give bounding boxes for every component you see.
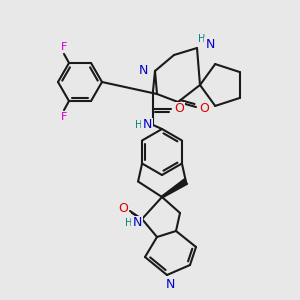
Text: O: O <box>199 101 209 115</box>
Text: H: H <box>198 34 206 44</box>
Text: N: N <box>165 278 175 290</box>
Text: F: F <box>61 112 67 122</box>
Text: H: H <box>135 120 143 130</box>
Text: O: O <box>118 202 128 214</box>
Text: N: N <box>142 118 152 131</box>
Text: N: N <box>205 38 215 50</box>
Polygon shape <box>161 179 188 198</box>
Text: F: F <box>61 42 67 52</box>
Text: N: N <box>138 64 148 76</box>
Text: O: O <box>174 103 184 116</box>
Text: H: H <box>125 218 133 228</box>
Text: N: N <box>132 217 142 230</box>
